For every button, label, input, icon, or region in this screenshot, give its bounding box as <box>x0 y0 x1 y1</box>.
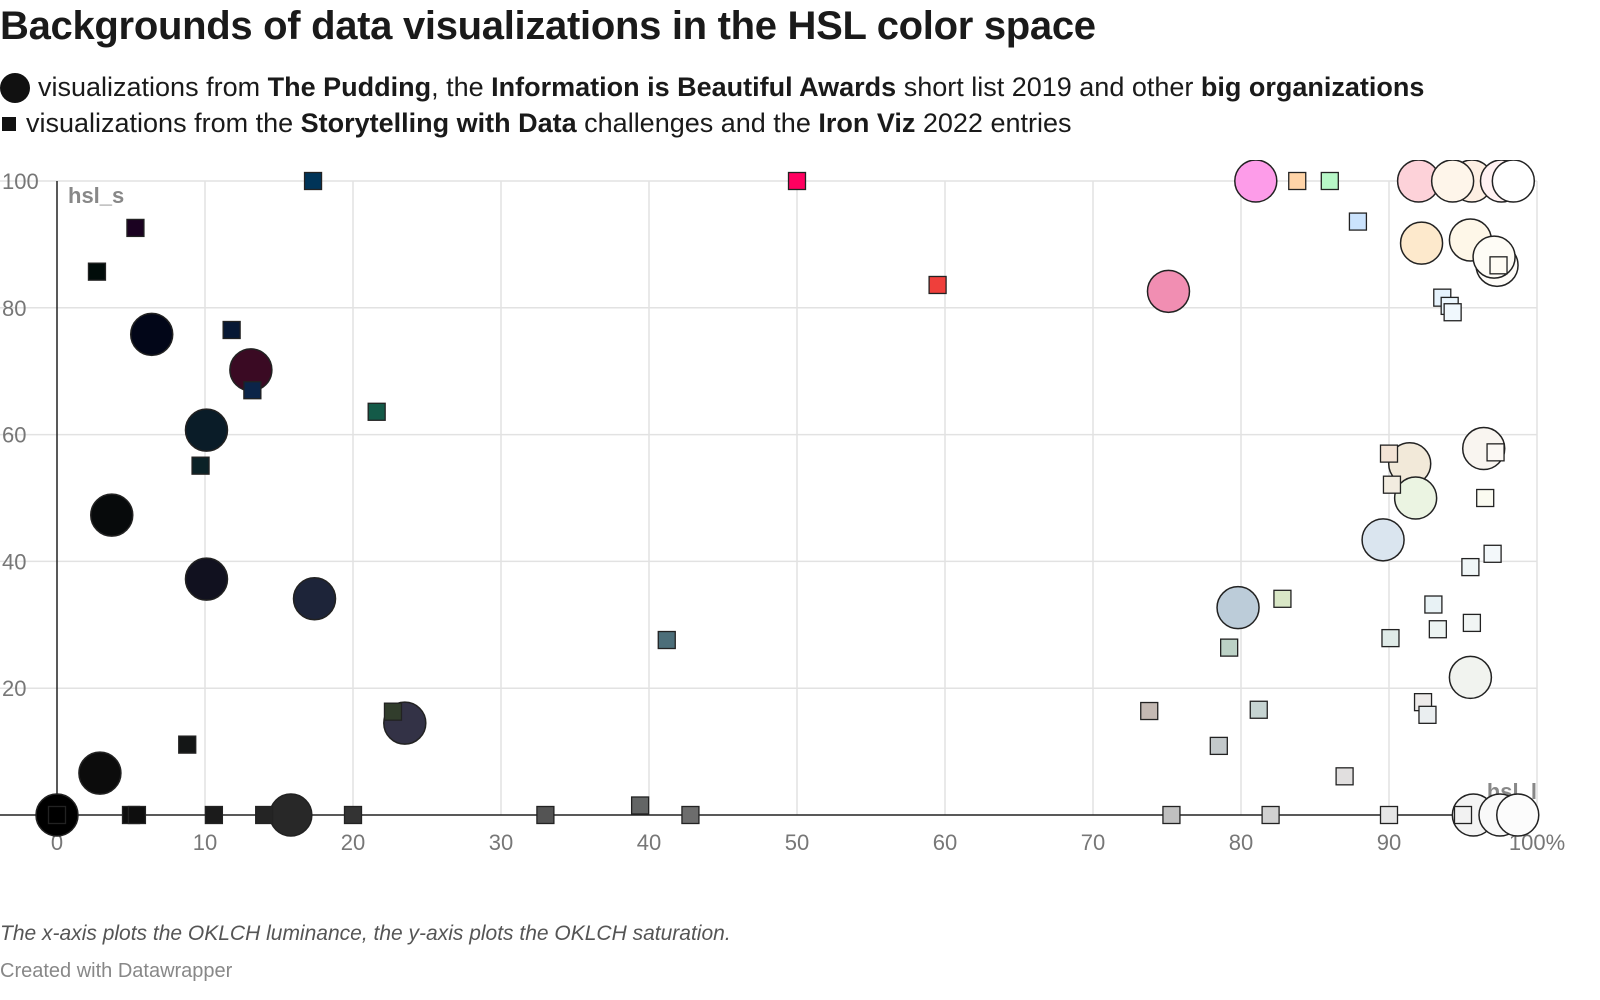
data-point-square <box>243 381 262 400</box>
y-tick-label: 60 <box>2 423 26 448</box>
data-point-square <box>928 275 947 295</box>
data-point-circle <box>1399 221 1444 265</box>
data-point-square <box>191 456 210 475</box>
data-point-square <box>1443 303 1462 322</box>
x-tick-label: 90 <box>1377 830 1401 855</box>
y-tick-label: 40 <box>2 549 26 574</box>
chart-title: Backgrounds of data visualizations in th… <box>0 4 1096 48</box>
x-tick-label: 30 <box>489 830 513 855</box>
data-point-square <box>87 262 107 281</box>
data-point-square <box>1428 620 1447 639</box>
data-point-circle <box>1216 585 1260 630</box>
chart-note: The x-axis plots the OKLCH luminance, th… <box>0 922 731 945</box>
data-point-square <box>1320 171 1339 191</box>
y-tick-label: 100 <box>2 169 39 194</box>
data-point-square <box>1418 705 1437 724</box>
legend-text: visualizations from The Pudding, the Inf… <box>38 72 1425 102</box>
data-point-square <box>47 805 67 825</box>
data-point-square <box>630 796 650 815</box>
data-point-circle <box>1448 655 1493 700</box>
x-tick-label: 60 <box>933 830 957 855</box>
data-point-square <box>1461 557 1480 577</box>
credit-text: Created with Datawrapper <box>0 960 233 982</box>
data-point-square <box>1462 613 1482 633</box>
data-point-square <box>255 805 274 825</box>
data-point-square <box>1382 475 1402 494</box>
data-point-square <box>1273 589 1292 608</box>
data-point-circle <box>1491 160 1536 203</box>
data-point-circle <box>184 408 229 452</box>
x-tick-label: 40 <box>637 830 661 855</box>
y-axis-label: hsl_s <box>68 183 124 208</box>
data-point-circle <box>1496 793 1540 837</box>
data-point-square <box>1483 544 1502 563</box>
x-tick-label: 50 <box>785 830 809 855</box>
data-point-square <box>787 171 807 191</box>
data-point-square <box>204 805 224 825</box>
circle-marker-icon <box>0 72 30 103</box>
data-point-square <box>1486 443 1505 462</box>
x-tick-label: 70 <box>1081 830 1105 855</box>
data-point-circle <box>129 312 174 357</box>
y-tick-label: 80 <box>2 296 26 321</box>
x-tick-label: 10 <box>193 830 217 855</box>
data-point-circle <box>90 493 134 537</box>
data-point-square <box>1209 736 1228 756</box>
data-point-square <box>1261 805 1280 825</box>
x-tick-label: 80 <box>1229 830 1253 855</box>
data-point-square <box>1348 212 1368 231</box>
grid <box>0 180 1538 815</box>
data-point-circle <box>1146 269 1191 314</box>
data-point-square <box>1379 444 1399 463</box>
data-point-square <box>1249 700 1268 719</box>
data-point-square <box>1140 701 1159 721</box>
scatter-plot: 0 10 20 30 40 50 60 70 80 90 100%20406080100hsl_sh… <box>0 160 1565 855</box>
data-point-circle <box>1361 518 1405 562</box>
data-point-square <box>1453 805 1473 825</box>
data-point-square <box>657 630 676 650</box>
data-point-square <box>1220 638 1239 657</box>
tick-labels: 0 10 20 30 40 50 60 70 80 90 100%20406080100hsl_sh… <box>2 169 1565 855</box>
axes <box>0 181 1537 816</box>
data-point-square <box>126 218 145 238</box>
legend-text: visualizations from the Storytelling wit… <box>26 108 1072 138</box>
square-marker-icon <box>2 116 16 131</box>
data-point-square <box>681 805 700 825</box>
data-point-square <box>178 735 197 754</box>
data-point-square <box>303 171 323 191</box>
data-point-circle <box>184 557 229 601</box>
data-point-square <box>127 805 147 825</box>
data-point-square <box>222 320 241 340</box>
data-point-circle <box>1430 160 1475 203</box>
data-point-square <box>1162 805 1181 825</box>
data-points <box>35 160 1540 837</box>
y-tick-label: 20 <box>2 676 26 701</box>
data-point-square <box>1424 595 1443 614</box>
data-point-square <box>1381 628 1400 648</box>
data-point-circle <box>1393 476 1438 520</box>
data-point-circle <box>1234 160 1278 203</box>
data-point-square <box>1335 767 1354 786</box>
data-point-square <box>383 702 403 721</box>
data-point-circle <box>292 577 337 621</box>
data-point-square <box>1288 171 1307 191</box>
data-point-square <box>1489 256 1508 275</box>
data-point-circle <box>78 751 122 795</box>
data-point-square <box>343 805 363 825</box>
legend-item-squares: visualizations from the Storytelling wit… <box>0 108 1071 139</box>
data-point-square <box>367 402 386 421</box>
legend-item-circles: visualizations from The Pudding, the Inf… <box>0 72 1424 103</box>
data-point-circle <box>269 793 313 837</box>
data-point-square <box>1476 488 1495 508</box>
data-point-square <box>1379 805 1399 825</box>
data-point-square <box>536 805 555 825</box>
x-tick-label: 20 <box>341 830 365 855</box>
